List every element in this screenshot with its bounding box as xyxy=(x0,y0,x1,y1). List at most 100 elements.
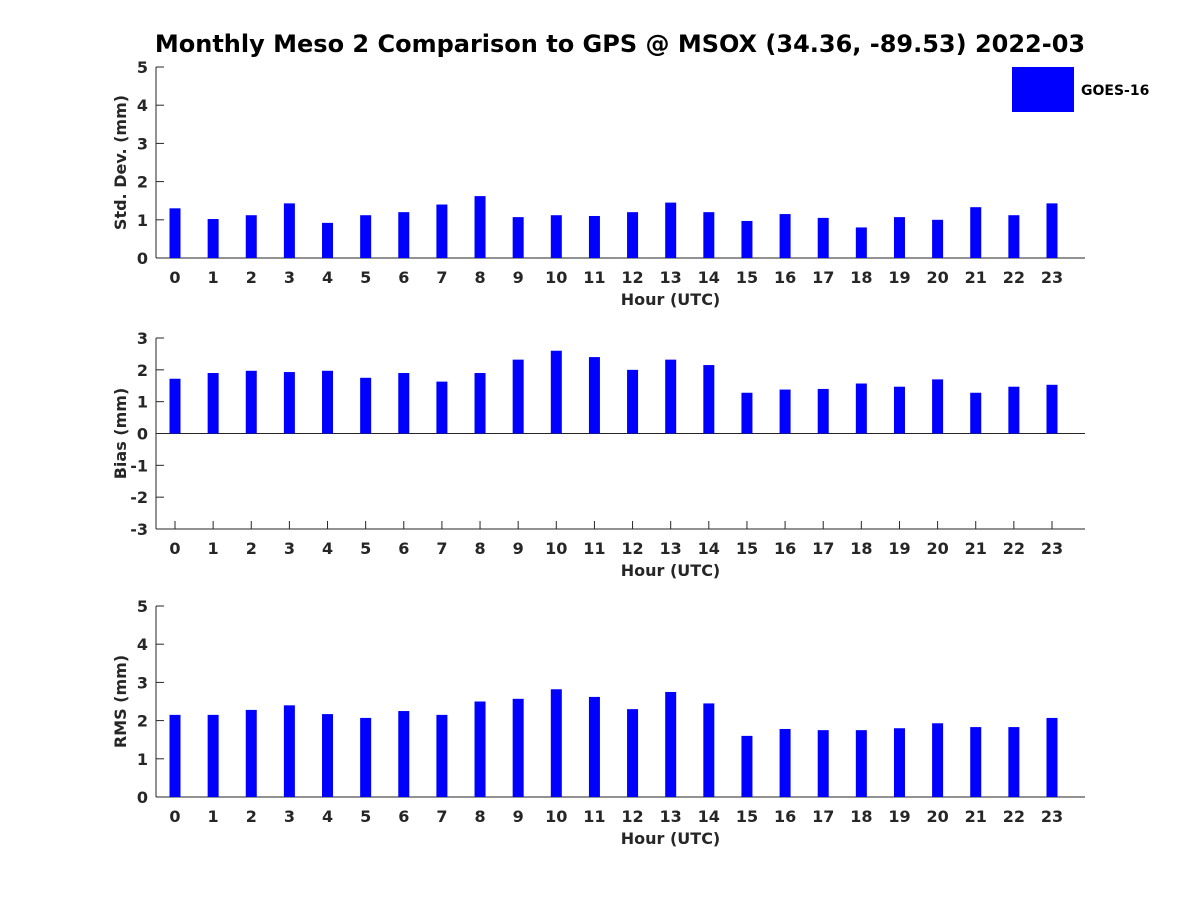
x-tick-label: 11 xyxy=(583,268,605,287)
y-tick-label: 4 xyxy=(137,96,148,115)
bar-hour-21 xyxy=(970,727,982,797)
x-tick-label: 7 xyxy=(436,268,447,287)
bar-hour-18 xyxy=(855,730,867,797)
x-tick-label: 9 xyxy=(513,268,524,287)
bar-hour-9 xyxy=(512,217,524,258)
legend-swatch xyxy=(1012,67,1074,112)
x-tick-label: 12 xyxy=(621,539,643,558)
bar-hour-23 xyxy=(1046,384,1058,434)
bar-hour-0 xyxy=(169,208,181,258)
bar-hour-5 xyxy=(360,215,372,258)
y-tick-label: -3 xyxy=(130,520,148,539)
x-tick-label: 13 xyxy=(660,268,682,287)
x-tick-label: 22 xyxy=(1003,539,1025,558)
bar-hour-14 xyxy=(703,703,715,797)
x-tick-label: 12 xyxy=(621,807,643,826)
x-tick-label: 6 xyxy=(398,539,409,558)
x-tick-label: 19 xyxy=(888,539,910,558)
bar-hour-15 xyxy=(741,220,753,258)
x-tick-label: 13 xyxy=(660,539,682,558)
x-tick-label: 5 xyxy=(360,268,371,287)
bar-hour-9 xyxy=(512,698,524,797)
bar-hour-6 xyxy=(398,711,410,797)
bar-hour-3 xyxy=(283,705,295,797)
x-tick-label: 13 xyxy=(660,807,682,826)
bar-hour-23 xyxy=(1046,203,1058,258)
x-tick-label: 11 xyxy=(583,807,605,826)
bar-hour-13 xyxy=(665,691,677,797)
x-tick-label: 6 xyxy=(398,807,409,826)
x-tick-label: 10 xyxy=(545,807,567,826)
legend-label: GOES-16 xyxy=(1081,83,1149,99)
bar-hour-15 xyxy=(741,735,753,797)
chart-title: Monthly Meso 2 Comparison to GPS @ MSOX … xyxy=(154,30,1086,58)
bar-hour-8 xyxy=(474,373,486,434)
bar-hour-4 xyxy=(322,370,334,434)
bar-hour-18 xyxy=(855,227,867,258)
x-tick-label: 7 xyxy=(436,539,447,558)
x-tick-label: 10 xyxy=(545,539,567,558)
bar-hour-12 xyxy=(627,212,639,258)
bar-hour-8 xyxy=(474,701,486,797)
x-tick-label: 0 xyxy=(169,539,180,558)
x-tick-label: 14 xyxy=(698,539,720,558)
x-tick-label: 5 xyxy=(360,807,371,826)
y-tick-label: -1 xyxy=(130,456,148,475)
x-tick-label: 1 xyxy=(208,268,219,287)
y-tick-label: 4 xyxy=(137,635,148,654)
bar-hour-16 xyxy=(779,729,791,797)
y-tick-label: 2 xyxy=(137,712,148,731)
bar-hour-1 xyxy=(207,219,219,258)
bar-hour-10 xyxy=(550,350,562,434)
y-tick-label: 3 xyxy=(137,673,148,692)
bar-hour-22 xyxy=(1008,386,1020,434)
x-tick-label: 14 xyxy=(698,807,720,826)
x-tick-label: 4 xyxy=(322,539,333,558)
x-tick-label: 16 xyxy=(774,268,796,287)
x-tick-label: 9 xyxy=(513,539,524,558)
x-tick-label: 20 xyxy=(926,539,948,558)
x-tick-label: 23 xyxy=(1041,807,1063,826)
bar-hour-11 xyxy=(588,696,600,797)
bar-hour-12 xyxy=(627,709,639,797)
bar-hour-8 xyxy=(474,196,486,258)
x-tick-label: 23 xyxy=(1041,268,1063,287)
x-tick-label: 14 xyxy=(698,268,720,287)
x-tick-label: 8 xyxy=(474,807,485,826)
x-tick-label: 1 xyxy=(208,807,219,826)
bar-hour-20 xyxy=(932,723,944,797)
bar-hour-1 xyxy=(207,714,219,797)
bar-hour-16 xyxy=(779,214,791,258)
x-tick-label: 16 xyxy=(774,807,796,826)
bar-hour-5 xyxy=(360,377,372,434)
bar-hour-13 xyxy=(665,359,677,434)
bar-hour-20 xyxy=(932,379,944,434)
bar-hour-7 xyxy=(436,204,448,258)
bar-hour-12 xyxy=(627,369,639,434)
x-tick-label: 20 xyxy=(926,268,948,287)
x-tick-label: 2 xyxy=(246,539,257,558)
x-axis-label: Hour (UTC) xyxy=(621,829,721,848)
x-tick-label: 18 xyxy=(850,807,872,826)
x-tick-label: 9 xyxy=(513,807,524,826)
x-tick-label: 11 xyxy=(583,539,605,558)
bar-hour-14 xyxy=(703,212,715,258)
bar-hour-7 xyxy=(436,381,448,434)
bar-hour-4 xyxy=(322,714,334,797)
x-tick-label: 5 xyxy=(360,539,371,558)
x-axis-label: Hour (UTC) xyxy=(621,290,721,309)
x-tick-label: 1 xyxy=(208,539,219,558)
bar-hour-20 xyxy=(932,219,944,258)
bar-hour-16 xyxy=(779,389,791,434)
bar-hour-19 xyxy=(893,386,905,434)
x-tick-label: 18 xyxy=(850,539,872,558)
y-tick-label: 3 xyxy=(137,329,148,348)
bar-hour-2 xyxy=(245,215,257,258)
x-tick-label: 22 xyxy=(1003,268,1025,287)
y-tick-label: 5 xyxy=(137,597,148,616)
x-tick-label: 3 xyxy=(284,539,295,558)
bar-hour-19 xyxy=(893,217,905,258)
bar-hour-14 xyxy=(703,365,715,434)
